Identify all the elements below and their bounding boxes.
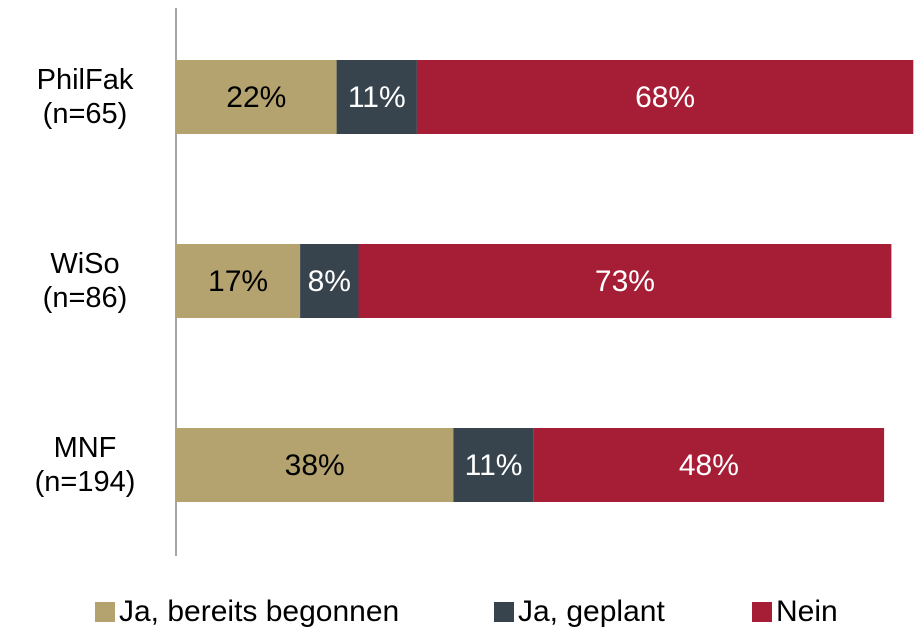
- value-label: 8%: [308, 265, 351, 298]
- value-label: 11%: [465, 449, 523, 482]
- value-label: 38%: [285, 449, 345, 482]
- bar-segment: [453, 428, 534, 502]
- value-label: 48%: [679, 449, 739, 482]
- legend-label: Ja, bereits begonnen: [119, 595, 399, 628]
- bar-segment: [176, 244, 301, 318]
- legend-swatch: [95, 602, 115, 622]
- value-label: 73%: [595, 265, 655, 298]
- legend-label: Nein: [776, 595, 838, 628]
- category-label: MNF (n=194): [34, 432, 136, 498]
- category-label: WiSo (n=86): [42, 248, 128, 314]
- value-label: 68%: [635, 81, 695, 114]
- legend-label: Ja, geplant: [518, 595, 665, 628]
- bar-segment: [300, 244, 359, 318]
- legend-swatch: [752, 602, 772, 622]
- bar-segment: [176, 428, 454, 502]
- bar-segment: [358, 244, 892, 318]
- bar-segment: [416, 60, 914, 134]
- legend-swatch: [494, 602, 514, 622]
- value-label: 17%: [208, 265, 268, 298]
- bar-segment: [336, 60, 417, 134]
- value-label: 11%: [348, 81, 406, 114]
- bar-segment: [533, 428, 885, 502]
- value-label: 22%: [226, 81, 286, 114]
- category-label: PhilFak (n=65): [36, 64, 134, 130]
- bar-segment: [176, 60, 337, 134]
